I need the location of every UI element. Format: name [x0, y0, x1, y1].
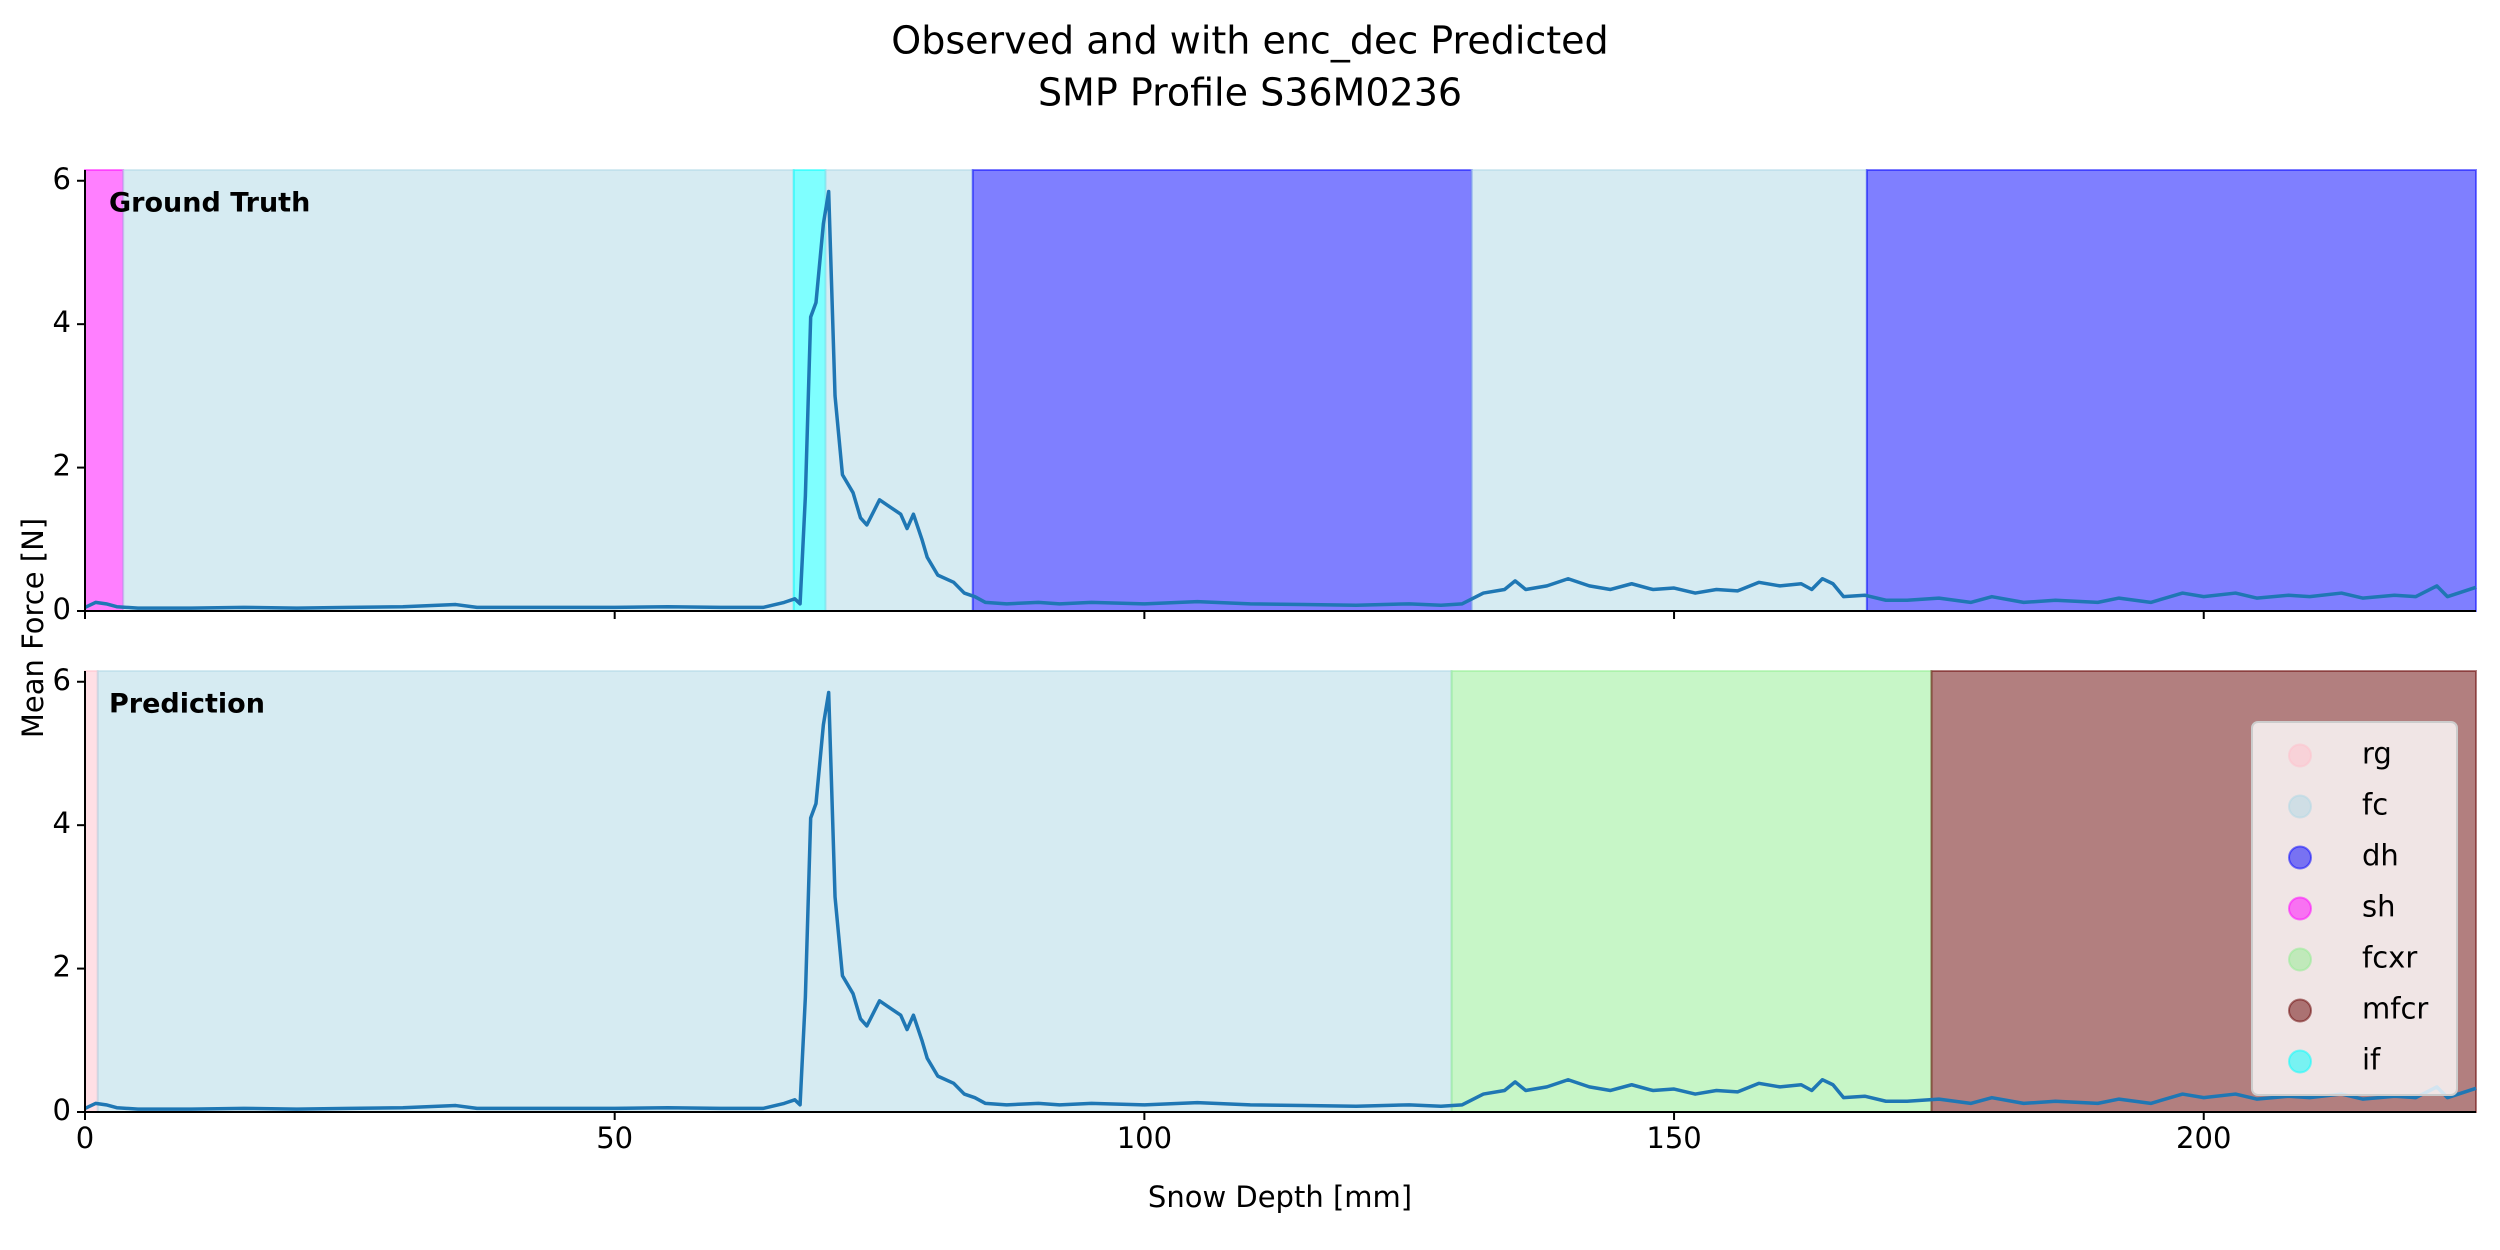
legend-label: sh [2362, 890, 2396, 924]
class-region [1865, 169, 2478, 612]
x-axis-label: Snow Depth [mm] [1148, 1180, 1412, 1214]
legend-label: if [2362, 1043, 2381, 1077]
y-tick-label: 4 [53, 305, 71, 339]
chart-title: Observed and with enc_dec Predicted [891, 19, 1608, 63]
class-region [84, 169, 125, 612]
y-axis-label: Mean Force [N] [16, 518, 50, 738]
legend-box [2251, 721, 2458, 1096]
class-region [84, 670, 99, 1113]
y-tick-label: 2 [53, 950, 71, 984]
x-tick-label: 100 [1117, 1121, 1172, 1155]
y-tick-label: 4 [53, 806, 71, 840]
panel-label: Ground Truth [109, 188, 310, 219]
legend-marker [2288, 896, 2312, 921]
legend-marker [2288, 743, 2312, 768]
y-tick-label: 0 [53, 592, 71, 626]
legend-label: fcxr [2362, 941, 2417, 975]
legend-marker [2288, 947, 2312, 972]
class-region [122, 169, 795, 612]
legend-label: mfcr [2362, 992, 2428, 1026]
class-region [824, 169, 974, 612]
class-region [1470, 169, 1868, 612]
legend-marker [2288, 1049, 2312, 1074]
class-region [96, 670, 1453, 1113]
legend-label: dh [2362, 839, 2399, 873]
y-tick-label: 6 [53, 663, 71, 697]
y-tick-label: 2 [53, 449, 71, 483]
panel-label: Prediction [109, 689, 265, 720]
x-tick-label: 200 [2176, 1121, 2231, 1155]
y-tick-label: 0 [53, 1093, 71, 1127]
chart-subtitle: SMP Profile S36M0236 [1038, 71, 1462, 115]
legend-label: rg [2362, 737, 2392, 771]
class-region [971, 169, 1473, 612]
legend-marker [2288, 794, 2312, 819]
legend-marker [2288, 998, 2312, 1023]
force-line [84, 690, 2477, 1111]
force-line [84, 189, 2477, 610]
class-region [1450, 670, 1933, 1113]
legend-label: fc [2362, 788, 2388, 822]
x-tick-label: 0 [76, 1121, 94, 1155]
x-tick-label: 50 [596, 1121, 633, 1155]
y-tick-label: 6 [53, 162, 71, 196]
legend-marker [2288, 845, 2312, 870]
x-tick-label: 150 [1646, 1121, 1701, 1155]
